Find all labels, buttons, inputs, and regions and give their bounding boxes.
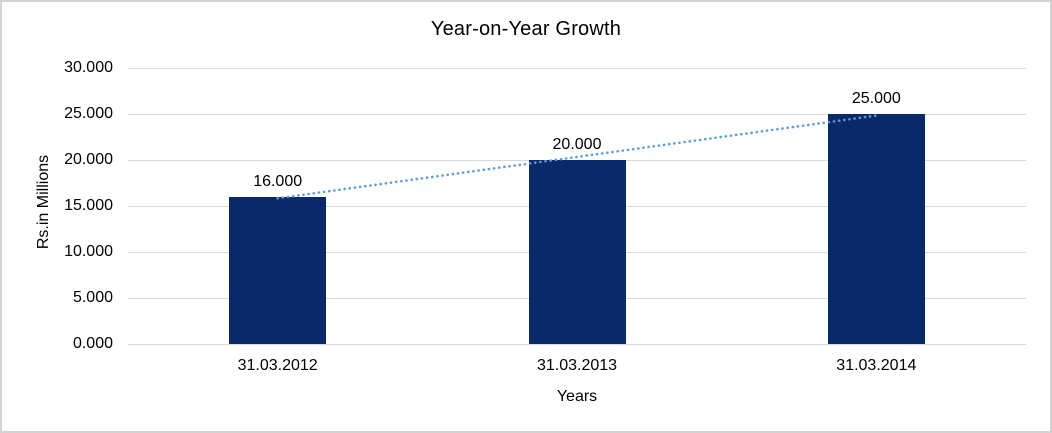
bar <box>229 196 327 344</box>
y-tick-label: 0.000 <box>72 335 113 352</box>
y-tick-label: 20.000 <box>64 151 113 168</box>
bar-value-label: 16.000 <box>253 172 303 190</box>
gridline <box>128 67 1026 69</box>
bars-layer: 16.000 20.000 25.000 <box>128 68 1026 344</box>
y-tick-label: 25.000 <box>64 105 113 122</box>
x-tick-label: 31.03.2014 <box>836 357 917 374</box>
y-tick-label: 30.000 <box>64 59 113 76</box>
x-tick-label: 31.03.2013 <box>536 357 618 374</box>
plot-area: 16.000 20.000 25.000 <box>128 67 1026 345</box>
bar-value-label: 20.000 <box>552 136 602 153</box>
y-tick-label: 5.000 <box>72 289 113 306</box>
y-tick-label: 15.000 <box>64 197 113 214</box>
bar <box>827 114 925 344</box>
trendline <box>276 114 878 200</box>
chart-title: Year-on-Year Growth <box>430 18 622 40</box>
bar-value-label: 25.000 <box>851 90 901 107</box>
x-axis-title: Years <box>556 388 598 405</box>
trendline-dotted-line <box>276 114 878 200</box>
x-axis-line <box>128 343 1026 345</box>
y-tick-label: 10.000 <box>64 243 113 260</box>
gridline <box>128 113 1026 115</box>
x-tick-label: 31.03.2012 <box>237 357 318 374</box>
bar <box>528 160 626 344</box>
